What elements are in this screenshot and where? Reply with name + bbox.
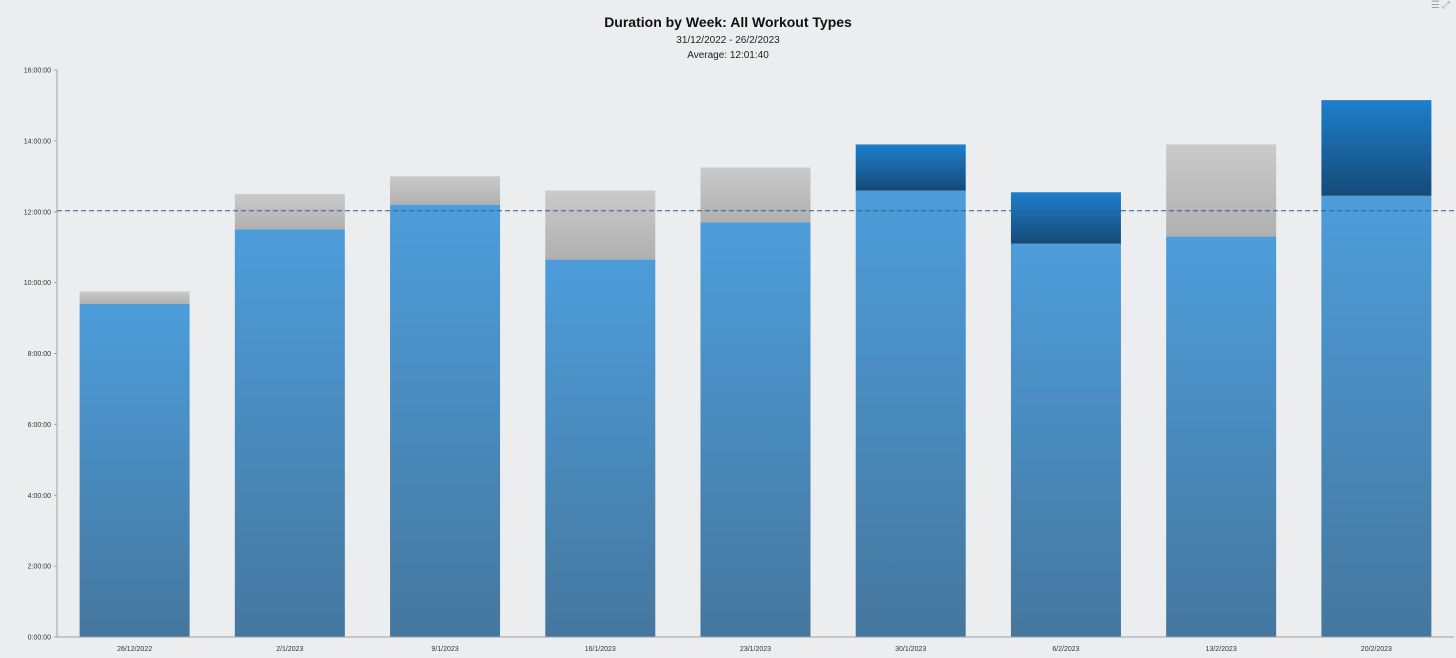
window-controls: ☰⤢ <box>1431 0 1452 11</box>
x-tick-label: 16/1/2023 <box>585 646 616 653</box>
bar-segment[interactable] <box>79 291 190 304</box>
bar-segment[interactable] <box>545 190 656 260</box>
chart-average-label: Average: 12:01:40 <box>687 50 769 61</box>
y-tick-label: 4:00:00 <box>28 493 51 500</box>
bar-segment[interactable] <box>1010 243 1121 638</box>
x-tick-label: 20/2/2023 <box>1361 646 1392 653</box>
y-axis: 0:00:00 2:00:00 4:00:00 6:00:00 8:00:00 10:00… <box>24 68 58 642</box>
bar-segment[interactable] <box>79 303 190 637</box>
y-tick-label: 8:00:00 <box>28 351 51 358</box>
bar-segment[interactable] <box>234 194 345 230</box>
bar-segment[interactable] <box>1166 236 1277 637</box>
expand-icon[interactable]: ⤢ <box>1442 0 1452 11</box>
y-tick-label: 12:00:00 <box>24 209 51 216</box>
y-tick-label: 14:00:00 <box>24 138 51 145</box>
x-tick-label: 30/1/2023 <box>895 646 926 653</box>
bar-segment[interactable] <box>855 144 966 191</box>
y-tick-label: 0:00:00 <box>28 635 51 642</box>
bar-segment[interactable] <box>545 259 656 637</box>
bar-segment[interactable] <box>1010 192 1121 244</box>
bar-segment[interactable] <box>1321 100 1432 196</box>
y-tick-label: 10:00:00 <box>24 280 51 287</box>
x-tick-label: 13/2/2023 <box>1206 646 1237 653</box>
x-tick-label: 2/1/2023 <box>276 646 303 653</box>
bar-segment[interactable] <box>700 222 811 637</box>
x-tick-label: 26/12/2022 <box>117 646 152 653</box>
bar-segment[interactable] <box>390 176 501 205</box>
bar-segment[interactable] <box>390 204 501 637</box>
y-tick-label: 16:00:00 <box>24 68 51 75</box>
y-tick-label: 6:00:00 <box>28 422 51 429</box>
x-tick-label: 23/1/2023 <box>740 646 771 653</box>
x-tick-label: 6/2/2023 <box>1052 646 1079 653</box>
bars <box>79 100 1432 638</box>
y-tick-label: 2:00:00 <box>28 564 51 571</box>
chart-subtitle: 31/12/2022 - 26/2/2023 <box>676 35 780 46</box>
bar-segment[interactable] <box>1166 144 1277 237</box>
bar-segment[interactable] <box>700 167 811 223</box>
x-axis: 26/12/2022 2/1/2023 9/1/2023 16/1/2023 23/1/… <box>57 636 1454 653</box>
menu-icon[interactable]: ☰ <box>1431 0 1442 11</box>
bar-segment[interactable] <box>1321 195 1432 637</box>
bar-segment[interactable] <box>855 190 966 638</box>
x-tick-label: 9/1/2023 <box>431 646 458 653</box>
chart-title: Duration by Week: All Workout Types <box>604 14 852 30</box>
bar-segment[interactable] <box>234 229 345 637</box>
